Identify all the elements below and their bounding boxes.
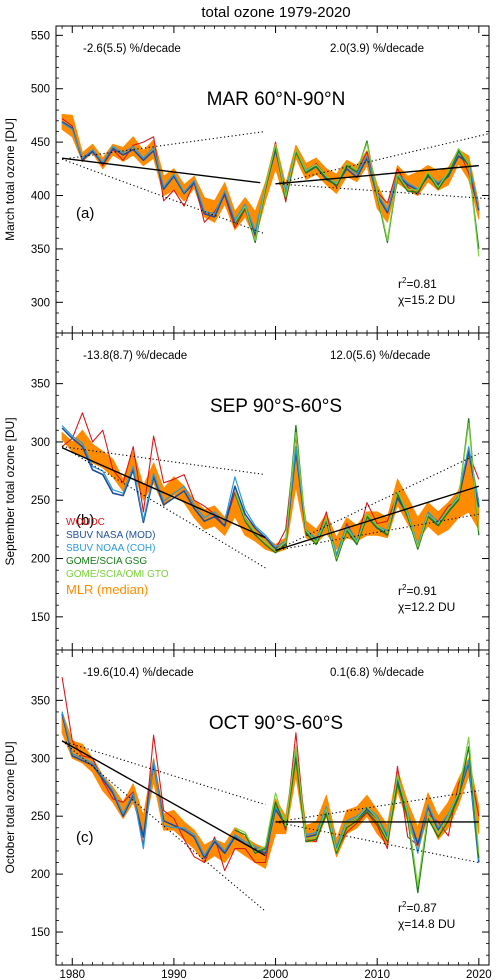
r-squared-stat: r2=0.87 (398, 900, 437, 915)
y-axis-label: September total ozone [DU] (3, 417, 17, 565)
trend-line (61, 740, 266, 857)
series-line-sbuv-noaa-coh (61, 711, 480, 861)
panel-c: 150 200 250 300 350 October total ozone [DU] -… (3, 649, 490, 966)
trend-right-text: 0.1(6.8) %/decade (330, 667, 424, 679)
y-tick-label: 350 (31, 379, 50, 391)
legend-entry: GOME/SCIA/OMI GTO (66, 569, 169, 580)
trend-line (275, 485, 480, 552)
trend-uncertainty-line (275, 513, 479, 551)
y-axis-label: October total ozone [DU] (3, 741, 17, 873)
y-tick-label: 450 (31, 137, 50, 149)
trend-left-text: -19.6(10.4) %/decade (83, 667, 194, 679)
legend-entry: GOME/SCIA GSG (66, 556, 147, 567)
y-tick-label: 150 (31, 927, 50, 939)
y-tick-label: 150 (31, 612, 50, 624)
series-line-gome-scia-omi-gto (234, 736, 480, 887)
panel-b-data (61, 412, 480, 569)
legend-entry: WOUDC (66, 517, 105, 528)
y-tick-label: 250 (31, 495, 50, 507)
chi-stat: χ=12.2 DU (398, 600, 455, 614)
r-squared-stat: r2=0.81 (398, 276, 437, 291)
y-axis-label: March total ozone [DU] (3, 118, 17, 241)
r-squared-stat: r2=0.91 (398, 583, 437, 598)
panel-label: (a) (76, 205, 94, 222)
y-tick-label: 300 (31, 437, 50, 449)
series-line-gome-scia-omi-gto (234, 142, 480, 257)
panel-title: MAR 60°N-90°N (207, 89, 346, 110)
y-tick-label: 500 (31, 84, 50, 96)
trend-uncertainty-line (61, 740, 266, 912)
trend-uncertainty-line (61, 740, 266, 806)
panel-label: (c) (76, 829, 94, 846)
y-tick-label: 400 (31, 191, 50, 203)
trend-left-text: -2.6(5.5) %/decade (83, 43, 181, 55)
panel-b: 150 200 250 300 350 September total ozone [DU… (3, 332, 490, 651)
trend-right-text: 12.0(5.6) %/decade (330, 350, 430, 362)
trend-uncertainty-line (275, 133, 489, 185)
legend-entry: MLR (median) (66, 582, 148, 597)
x-tick-label: 1990 (161, 969, 187, 980)
chi-stat: χ=15.2 DU (398, 293, 455, 307)
trend-uncertainty-line (275, 821, 479, 864)
panel-a-data (61, 113, 489, 257)
panel-a: 300 350 400 450 500 550 March total ozone [DU]… (3, 25, 490, 334)
trend-uncertainty-line (275, 790, 479, 823)
trend-line (62, 157, 261, 184)
x-tick-label: 2000 (263, 969, 289, 980)
y-tick-label: 350 (31, 244, 50, 256)
y-tick-label: 300 (31, 297, 50, 309)
legend: WOUDC SBUV NASA (MOD) SBUV NOAA (COH) GOME/… (66, 517, 169, 597)
y-tick-label: 350 (31, 695, 50, 707)
trend-uncertainty-line (61, 446, 266, 569)
series-line-gome-scia-gsg (234, 746, 480, 894)
x-tick-label: 1980 (59, 969, 85, 980)
trend-right-text: 2.0(3.9) %/decade (330, 43, 424, 55)
y-tick-label: 250 (31, 811, 50, 823)
trend-line (275, 164, 479, 185)
mlr-median-band (61, 711, 480, 869)
y-tick-label: 300 (31, 753, 50, 765)
y-tick-label: 200 (31, 554, 50, 566)
panel-c-data (61, 677, 480, 912)
series-line-gome-scia-gsg (234, 417, 480, 562)
mlr-median-band (61, 113, 480, 239)
trend-uncertainty-line (62, 446, 266, 476)
panel-label: (b) (76, 512, 94, 529)
x-axis: 1980 1990 2000 2010 2020 (59, 969, 491, 980)
chi-stat: χ=14.8 DU (398, 917, 455, 931)
trend-line (61, 447, 266, 539)
legend-entry: SBUV NASA (MOD) (66, 530, 155, 541)
trend-uncertainty-line (275, 183, 489, 200)
trend-left-text: -13.8(8.7) %/decade (83, 350, 187, 362)
series-line-sbuv-noaa-coh (61, 425, 480, 555)
legend-entry: SBUV NOAA (COH) (66, 543, 155, 554)
panel-title: OCT 90°S-60°S (209, 713, 343, 734)
x-tick-label: 2020 (466, 969, 492, 980)
y-tick-label: 200 (31, 869, 50, 881)
chart-title: total ozone 1979-2020 (201, 4, 350, 21)
y-tick-label: 550 (31, 30, 50, 42)
panel-frame (55, 649, 490, 966)
panel-title: SEP 90°S-60°S (210, 396, 342, 417)
x-tick-label: 2010 (364, 969, 390, 980)
series-line-gome-scia-omi-gto (234, 422, 480, 560)
